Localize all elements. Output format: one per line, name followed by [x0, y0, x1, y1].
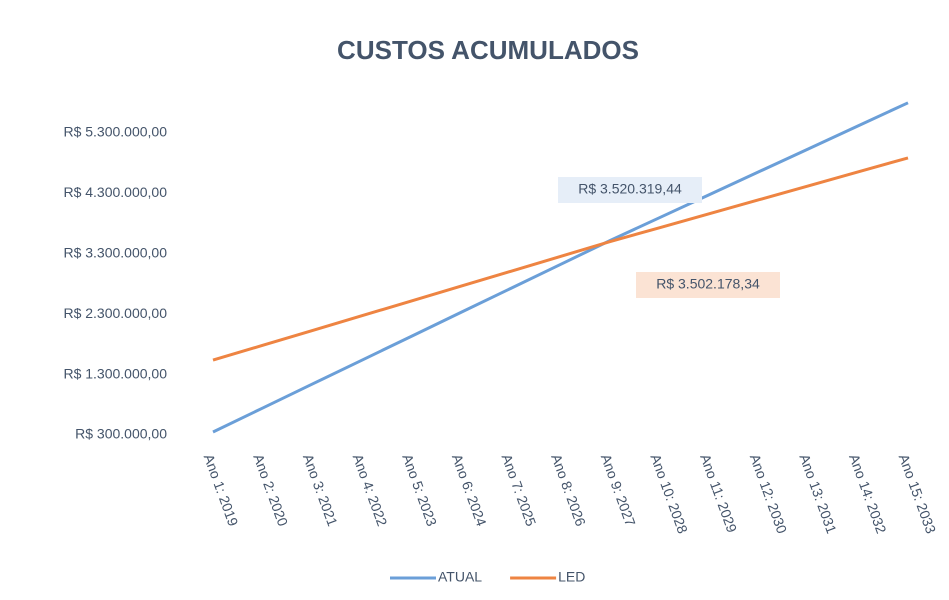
legend-label: ATUAL: [438, 569, 482, 585]
series-line: [212, 156, 909, 362]
data-label-box: [558, 177, 702, 203]
y-tick-label: R$ 2.300.000,00: [63, 305, 167, 321]
series-line: [212, 101, 909, 434]
y-tick-label: R$ 5.300.000,00: [63, 124, 167, 140]
data-label-box: [636, 272, 780, 298]
y-tick-label: R$ 300.000,00: [75, 426, 167, 442]
y-tick-label: R$ 3.300.000,00: [63, 245, 167, 261]
chart-title: CUSTOS ACUMULADOS: [337, 35, 639, 65]
data-label: R$ 3.502.178,34: [656, 276, 760, 292]
y-tick-label: R$ 4.300.000,00: [63, 184, 167, 200]
data-label: R$ 3.520.319,44: [578, 181, 682, 197]
legend-label: LED: [558, 569, 585, 585]
y-tick-label: R$ 1.300.000,00: [63, 365, 167, 381]
